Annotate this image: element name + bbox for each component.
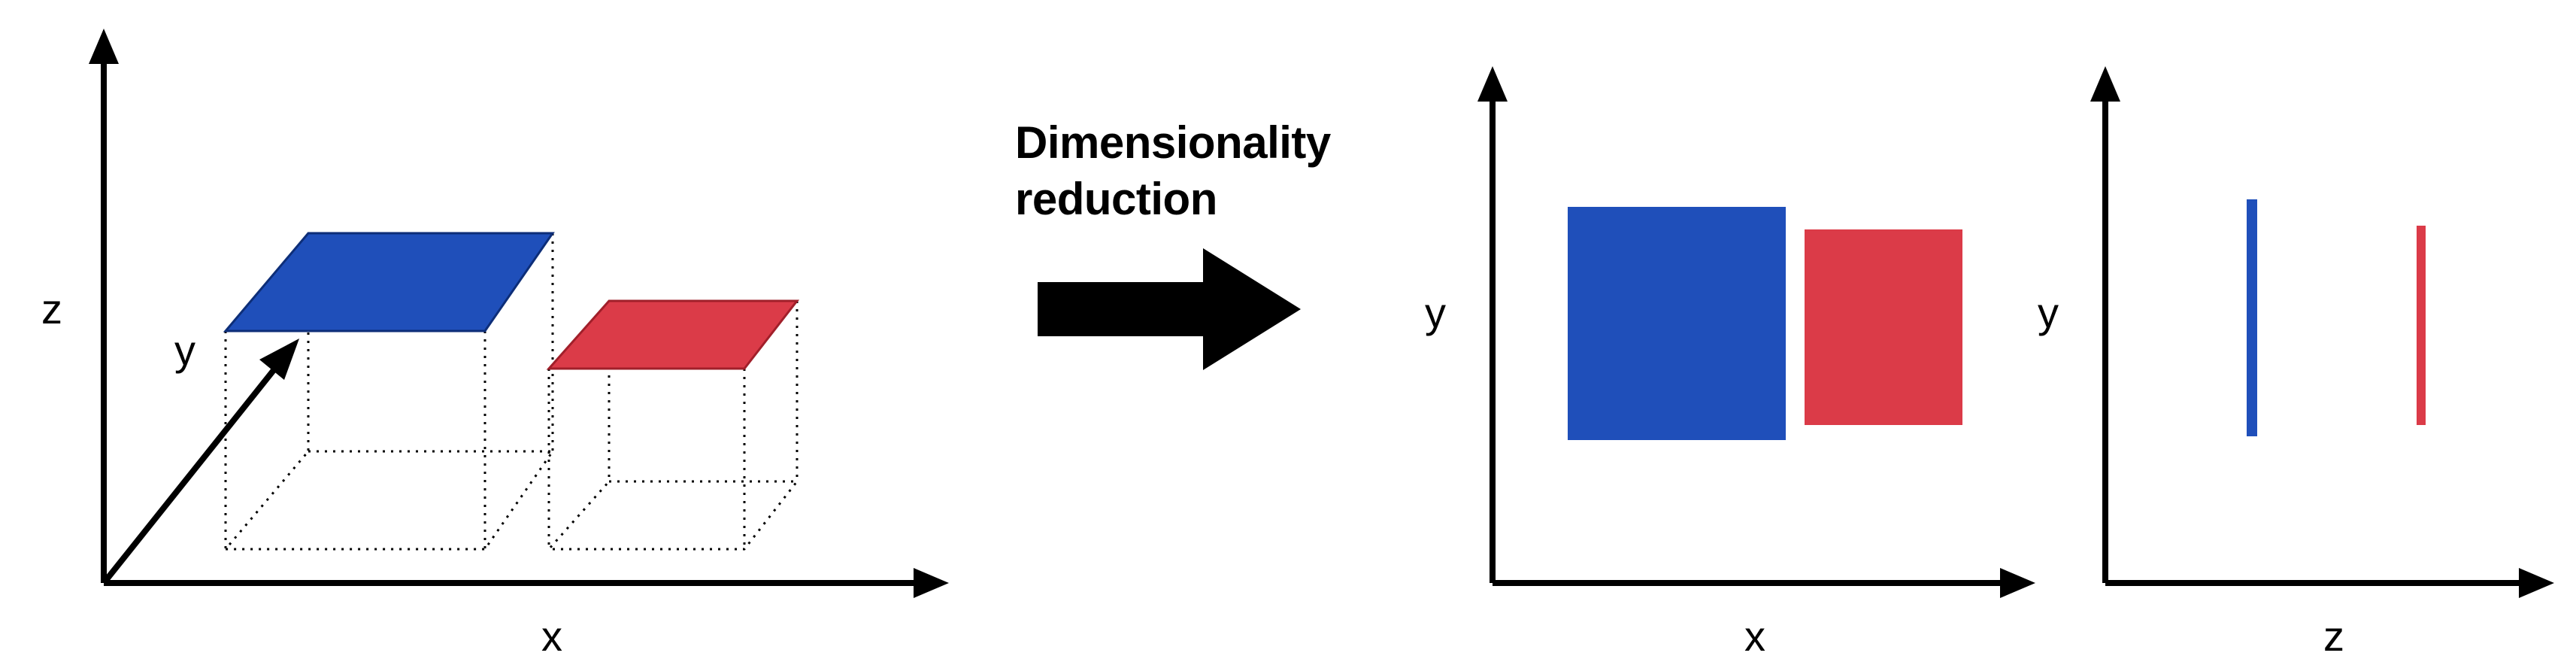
diagram-root: z y x Dimensionality reduction — [0, 0, 2576, 668]
zy-y-label: y — [2038, 289, 2059, 336]
arrow-right — [1038, 248, 1301, 370]
panel-zy: y z — [2038, 66, 2554, 660]
zy-z-label: z — [2323, 612, 2344, 660]
z-label: z — [41, 285, 62, 332]
y-axis — [104, 339, 299, 583]
xy-blue-rect — [1568, 207, 1786, 440]
x-axis — [104, 568, 949, 598]
xy-x-axis — [1493, 568, 2035, 598]
title-line1: Dimensionality — [1015, 117, 1332, 168]
blue-top-face — [226, 233, 553, 331]
zy-z-axis — [2105, 568, 2554, 598]
panel-3d: z y x — [41, 29, 949, 660]
xy-x-label: x — [1744, 612, 1765, 660]
zy-y-axis — [2090, 66, 2120, 583]
xy-y-axis — [1477, 66, 1508, 583]
xy-red-rect — [1805, 229, 1962, 425]
zy-red-line — [2417, 226, 2426, 425]
red-top-face — [549, 301, 797, 369]
panel-xy: y x — [1425, 66, 2035, 660]
zy-blue-line — [2247, 199, 2257, 436]
z-axis — [89, 29, 119, 583]
title-line2: reduction — [1015, 174, 1217, 224]
y-label: y — [174, 326, 195, 374]
x-label: x — [541, 612, 562, 660]
xy-y-label: y — [1425, 289, 1446, 336]
